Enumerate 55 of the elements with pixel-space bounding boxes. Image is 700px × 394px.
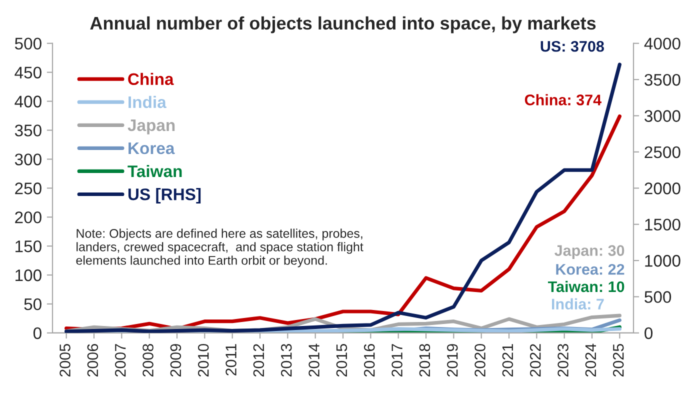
x-tick-label: 2022 <box>530 344 541 377</box>
y2-tick-label: 4000 <box>644 38 680 50</box>
y-tick-label: 500 <box>14 38 42 50</box>
legend-label: Korea <box>128 142 175 154</box>
x-tick-label: 2011 <box>226 344 236 376</box>
x-tick-label: 2008 <box>142 344 154 377</box>
legend-label: Japan <box>128 120 175 134</box>
chart-title: Annual number of objects launched into space, by markets <box>90 16 596 34</box>
annotation: US: 3708 <box>540 40 604 52</box>
y2-tick-label: 2500 <box>644 146 680 158</box>
x-tick-label: 2018 <box>419 344 430 377</box>
annotation: Note: Objects are defined here as satellites, probes, landers, crewed spacecraft, and space station flight elements launched into Earth orbit or beyond. <box>76 228 364 268</box>
y2-tick-label: 3500 <box>644 74 680 86</box>
x-tick-label: 2024 <box>585 344 596 377</box>
y-tick-label: 350 <box>14 124 42 136</box>
y2-tick-label: 0 <box>644 327 653 340</box>
y-tick-label: 200 <box>15 211 42 224</box>
x-tick-label: 2019 <box>446 344 458 377</box>
x-tick-label: 2015 <box>336 344 348 377</box>
legend-label: India <box>128 96 166 108</box>
y-tick-label: 100 <box>16 269 42 282</box>
annotation: Korea: 22 <box>556 264 624 275</box>
x-tick-label: 2005 <box>60 344 70 377</box>
x-tick-label: 2014 <box>308 344 320 377</box>
y-tick-label: 250 <box>15 182 42 194</box>
annotation: China: 374 <box>524 94 602 106</box>
x-tick-label: 2017 <box>392 344 402 377</box>
x-tick-label: 2020 <box>474 344 486 377</box>
y-tick-label: 50 <box>24 298 42 310</box>
annotation: Japan: 30 <box>554 245 624 259</box>
y2-tick-label: 2000 <box>644 182 680 194</box>
x-tick-label: 2013 <box>280 344 292 377</box>
legend-label: China <box>128 72 174 86</box>
annotation: Taiwan: 10 <box>548 280 624 292</box>
x-tick-label: 2007 <box>114 344 126 377</box>
y-tick-label: 400 <box>14 96 42 108</box>
y2-tick-label: 1500 <box>645 218 680 231</box>
x-tick-label: 2009 <box>170 344 182 377</box>
x-tick-label: 2012 <box>253 344 264 377</box>
x-tick-label: 2023 <box>558 344 568 377</box>
x-tick-label: 2006 <box>87 344 98 377</box>
y-tick-label: 450 <box>14 66 42 78</box>
y-tick-label: 300 <box>14 154 42 166</box>
x-tick-label: 2021 <box>502 344 514 377</box>
x-tick-label: 2010 <box>198 344 209 377</box>
legend-label: Taiwan <box>128 164 182 178</box>
x-tick-label: 2025 <box>612 344 624 377</box>
y2-tick-label: 1000 <box>645 254 680 267</box>
y-tick-label: 150 <box>16 240 42 252</box>
annotation: India: 7 <box>552 298 604 310</box>
y-tick-label: 0 <box>33 327 42 340</box>
x-tick-label: 2016 <box>364 344 375 377</box>
legend-label: US [RHS] <box>128 188 201 204</box>
y2-tick-label: 500 <box>644 291 672 303</box>
y2-tick-label: 3000 <box>644 110 680 122</box>
